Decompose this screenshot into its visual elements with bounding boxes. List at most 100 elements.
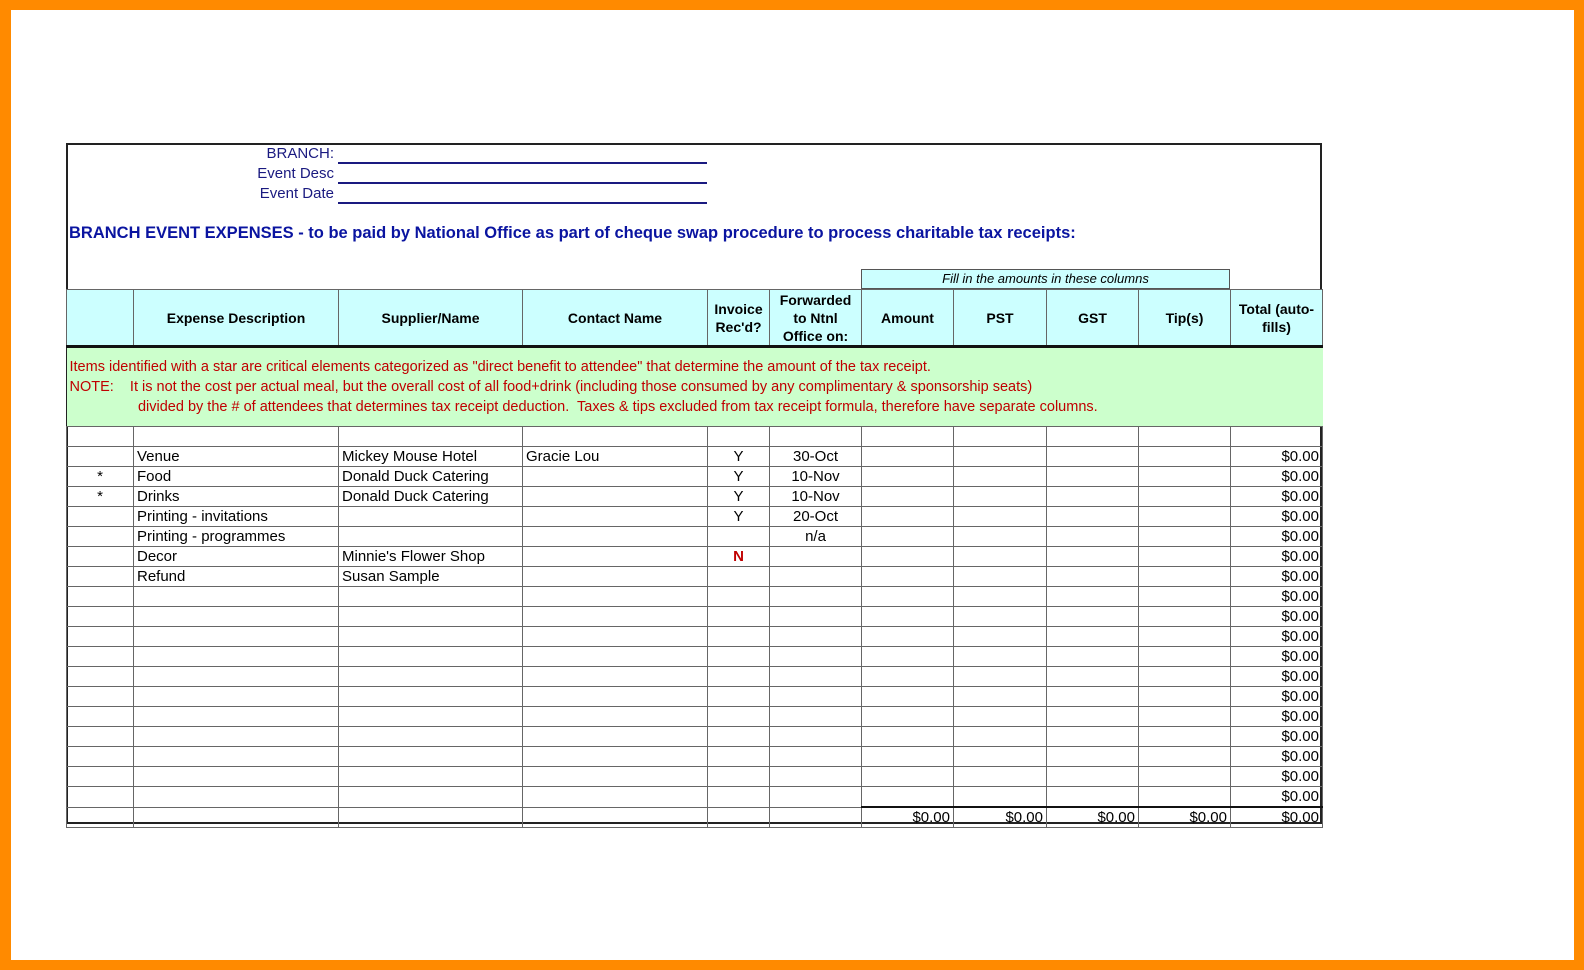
gst-cell[interactable] — [1046, 466, 1139, 487]
pst-cell[interactable] — [953, 746, 1047, 767]
tips-cell[interactable] — [1138, 786, 1231, 808]
tips-cell[interactable] — [1138, 726, 1231, 747]
gst-cell[interactable] — [1046, 746, 1139, 767]
gst-cell[interactable] — [1046, 726, 1139, 747]
contact-name-cell[interactable] — [522, 546, 708, 567]
supplier-name-cell[interactable] — [338, 526, 523, 547]
contact-name-cell[interactable] — [522, 706, 708, 727]
star-cell[interactable] — [66, 706, 134, 727]
pst-cell[interactable] — [953, 586, 1047, 607]
invoice-received-cell[interactable]: Y — [707, 446, 770, 467]
contact-name-cell[interactable] — [522, 746, 708, 767]
tips-cell[interactable] — [1138, 586, 1231, 607]
supplier-name-cell[interactable]: Donald Duck Catering — [338, 486, 523, 507]
amount-cell[interactable] — [861, 466, 954, 487]
contact-name-cell[interactable] — [522, 686, 708, 707]
star-cell[interactable] — [66, 586, 134, 607]
total-cell[interactable]: $0.00 — [1230, 766, 1323, 787]
contact-name-cell[interactable] — [522, 646, 708, 667]
contact-name-cell[interactable] — [522, 466, 708, 487]
supplier-name-cell[interactable] — [338, 666, 523, 687]
tips-cell[interactable] — [1138, 446, 1231, 467]
gst-cell[interactable] — [1046, 446, 1139, 467]
expense-description-cell[interactable]: Venue — [133, 446, 339, 467]
pst-cell[interactable] — [953, 546, 1047, 567]
forwarded-date-cell[interactable]: 10-Nov — [769, 466, 862, 487]
invoice-received-cell[interactable] — [707, 746, 770, 767]
amount-cell[interactable] — [861, 586, 954, 607]
cell[interactable] — [1046, 426, 1139, 447]
total-cell[interactable]: $0.00 — [1230, 706, 1323, 727]
gst-cell[interactable] — [1046, 626, 1139, 647]
supplier-name-cell[interactable]: Mickey Mouse Hotel — [338, 446, 523, 467]
cell[interactable] — [861, 426, 954, 447]
forwarded-date-cell[interactable] — [769, 786, 862, 808]
forwarded-date-cell[interactable] — [769, 766, 862, 787]
gst-cell[interactable] — [1046, 546, 1139, 567]
pst-cell[interactable] — [953, 566, 1047, 587]
gst-cell[interactable] — [1046, 766, 1139, 787]
amount-cell[interactable] — [861, 526, 954, 547]
star-cell[interactable] — [66, 566, 134, 587]
cell[interactable] — [66, 426, 134, 447]
gst-cell[interactable] — [1046, 486, 1139, 507]
expense-description-cell[interactable] — [133, 706, 339, 727]
supplier-name-cell[interactable] — [338, 746, 523, 767]
pst-cell[interactable] — [953, 646, 1047, 667]
supplier-name-cell[interactable] — [338, 766, 523, 787]
forwarded-date-cell[interactable]: 10-Nov — [769, 486, 862, 507]
invoice-received-cell[interactable] — [707, 666, 770, 687]
forwarded-date-cell[interactable]: 30-Oct — [769, 446, 862, 467]
amount-cell[interactable] — [861, 746, 954, 767]
forwarded-date-cell[interactable] — [769, 746, 862, 767]
supplier-name-cell[interactable]: Donald Duck Catering — [338, 466, 523, 487]
forwarded-date-cell[interactable] — [769, 546, 862, 567]
amount-cell[interactable] — [861, 726, 954, 747]
star-cell[interactable] — [66, 506, 134, 527]
amount-cell[interactable] — [861, 566, 954, 587]
star-cell[interactable]: * — [66, 486, 134, 507]
tips-cell[interactable] — [1138, 666, 1231, 687]
invoice-received-cell[interactable] — [707, 726, 770, 747]
gst-cell[interactable] — [1046, 706, 1139, 727]
amount-cell[interactable] — [861, 666, 954, 687]
total-cell[interactable]: $0.00 — [1230, 626, 1323, 647]
tips-cell[interactable] — [1138, 766, 1231, 787]
star-cell[interactable] — [66, 526, 134, 547]
star-cell[interactable] — [66, 546, 134, 567]
total-cell[interactable]: $0.00 — [1230, 646, 1323, 667]
forwarded-date-cell[interactable] — [769, 566, 862, 587]
contact-name-cell[interactable] — [522, 666, 708, 687]
total-cell[interactable]: $0.00 — [1230, 606, 1323, 627]
total-cell[interactable]: $0.00 — [1230, 586, 1323, 607]
amount-cell[interactable] — [861, 786, 954, 808]
event-desc-field[interactable] — [338, 182, 707, 184]
amount-cell[interactable] — [861, 766, 954, 787]
total-cell[interactable]: $0.00 — [1230, 566, 1323, 587]
expense-description-cell[interactable] — [133, 626, 339, 647]
supplier-name-cell[interactable] — [338, 706, 523, 727]
gst-cell[interactable] — [1046, 646, 1139, 667]
contact-name-cell[interactable] — [522, 606, 708, 627]
tips-cell[interactable] — [1138, 606, 1231, 627]
tips-cell[interactable] — [1138, 746, 1231, 767]
pst-cell[interactable] — [953, 466, 1047, 487]
expense-description-cell[interactable] — [133, 586, 339, 607]
star-cell[interactable] — [66, 786, 134, 808]
invoice-received-cell[interactable]: Y — [707, 466, 770, 487]
expense-description-cell[interactable] — [133, 786, 339, 808]
forwarded-date-cell[interactable] — [769, 586, 862, 607]
invoice-received-cell[interactable] — [707, 526, 770, 547]
contact-name-cell[interactable] — [522, 526, 708, 547]
forwarded-date-cell[interactable] — [769, 666, 862, 687]
invoice-received-cell[interactable]: N — [707, 546, 770, 567]
amount-cell[interactable] — [861, 706, 954, 727]
cell[interactable] — [1230, 426, 1323, 447]
cell[interactable] — [522, 426, 708, 447]
amount-cell[interactable] — [861, 546, 954, 567]
star-cell[interactable] — [66, 606, 134, 627]
expense-description-cell[interactable]: Drinks — [133, 486, 339, 507]
tips-cell[interactable] — [1138, 546, 1231, 567]
pst-cell[interactable] — [953, 666, 1047, 687]
pst-cell[interactable] — [953, 766, 1047, 787]
